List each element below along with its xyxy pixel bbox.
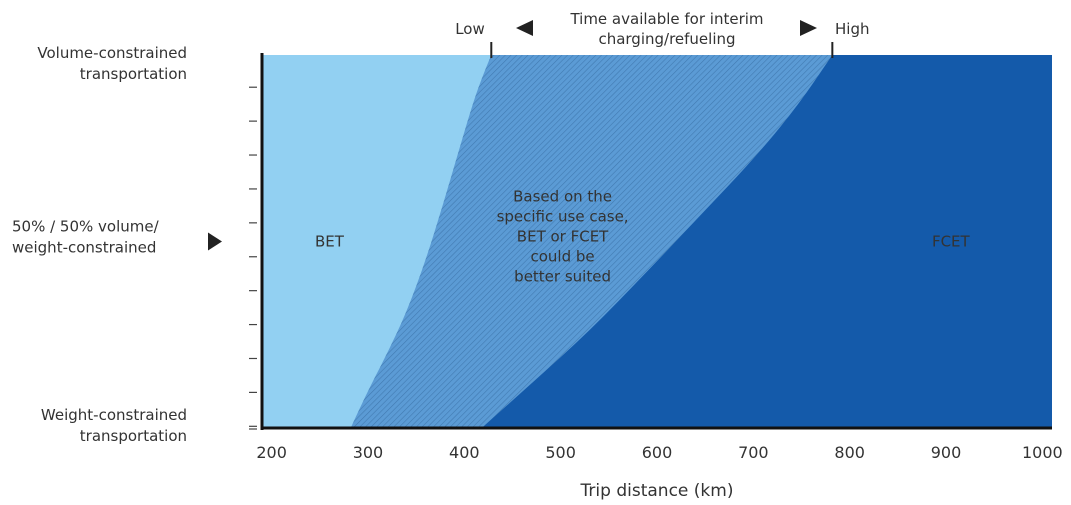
x-tick-labels: 200 300 400 500 600 700 800 900 1000 bbox=[256, 443, 1062, 462]
overlap-note-line: BET or FCET bbox=[517, 228, 609, 246]
fcet-region-label: FCET bbox=[932, 233, 971, 251]
y-category-line: Volume-constrained bbox=[37, 44, 187, 62]
y-category-line: transportation bbox=[80, 65, 187, 83]
y-category-label: 50% / 50% volume/weight-constrained bbox=[12, 218, 160, 257]
overlap-note-line: Based on the bbox=[513, 188, 612, 206]
x-tick-label: 800 bbox=[834, 443, 865, 462]
x-tick-label: 400 bbox=[449, 443, 480, 462]
annotation-title-line: Time available for interim bbox=[569, 10, 763, 28]
annotation-low-label: Low bbox=[455, 20, 485, 38]
x-tick-label: 900 bbox=[931, 443, 962, 462]
y-category-labels: Volume-constrained transportation 50% / 50… bbox=[12, 44, 187, 445]
y-minor-ticks bbox=[249, 86, 257, 430]
overlap-note-text: Based on the specific use case, BET or FCE… bbox=[497, 188, 629, 286]
mid-row-arrow-icon bbox=[208, 232, 222, 251]
plot-area bbox=[262, 55, 1052, 428]
x-tick-label: 200 bbox=[256, 443, 287, 462]
x-tick-label: 600 bbox=[642, 443, 673, 462]
axes: 200 300 400 500 600 700 800 900 1000 Trip distan… bbox=[249, 53, 1063, 501]
overlap-note-line: could be bbox=[531, 248, 595, 266]
x-axis-title: Trip distance (km) bbox=[580, 481, 734, 501]
annotation-title-text: Time available for interim charging/refue… bbox=[569, 10, 763, 48]
x-tick-label: 500 bbox=[545, 443, 576, 462]
time-available-annotation: Low High Time available for interim charg… bbox=[455, 10, 869, 58]
bet-region-label: BET bbox=[315, 233, 345, 251]
overlap-note-line: specific use case, bbox=[497, 208, 629, 226]
annotation-title-line: charging/refueling bbox=[598, 30, 735, 48]
fcet-region bbox=[481, 55, 1052, 428]
y-category-line: 50% / 50% volume/ bbox=[12, 218, 160, 236]
y-category-line: Weight-constrained bbox=[41, 406, 187, 424]
overlap-note-line: better suited bbox=[514, 268, 611, 286]
x-tick-label: 300 bbox=[353, 443, 384, 462]
y-category-line: weight-constrained bbox=[12, 239, 156, 257]
y-category-line: transportation bbox=[80, 427, 187, 445]
region-labels: BET FCET Based on the specific use case, B… bbox=[315, 188, 971, 286]
arrow-right-icon bbox=[800, 20, 817, 36]
x-tick-label: 700 bbox=[738, 443, 769, 462]
overlap-note: Based on the specific use case, BET or FCE… bbox=[497, 188, 629, 286]
annotation-high-label: High bbox=[835, 20, 869, 38]
y-category-label: Volume-constrained transportation bbox=[37, 44, 187, 83]
y-category-label: Weight-constrained transportation bbox=[41, 406, 187, 445]
arrow-left-icon bbox=[516, 20, 533, 36]
x-tick-label: 1000 bbox=[1022, 443, 1063, 462]
annotation-title: Time available for interim charging/refue… bbox=[569, 10, 763, 48]
